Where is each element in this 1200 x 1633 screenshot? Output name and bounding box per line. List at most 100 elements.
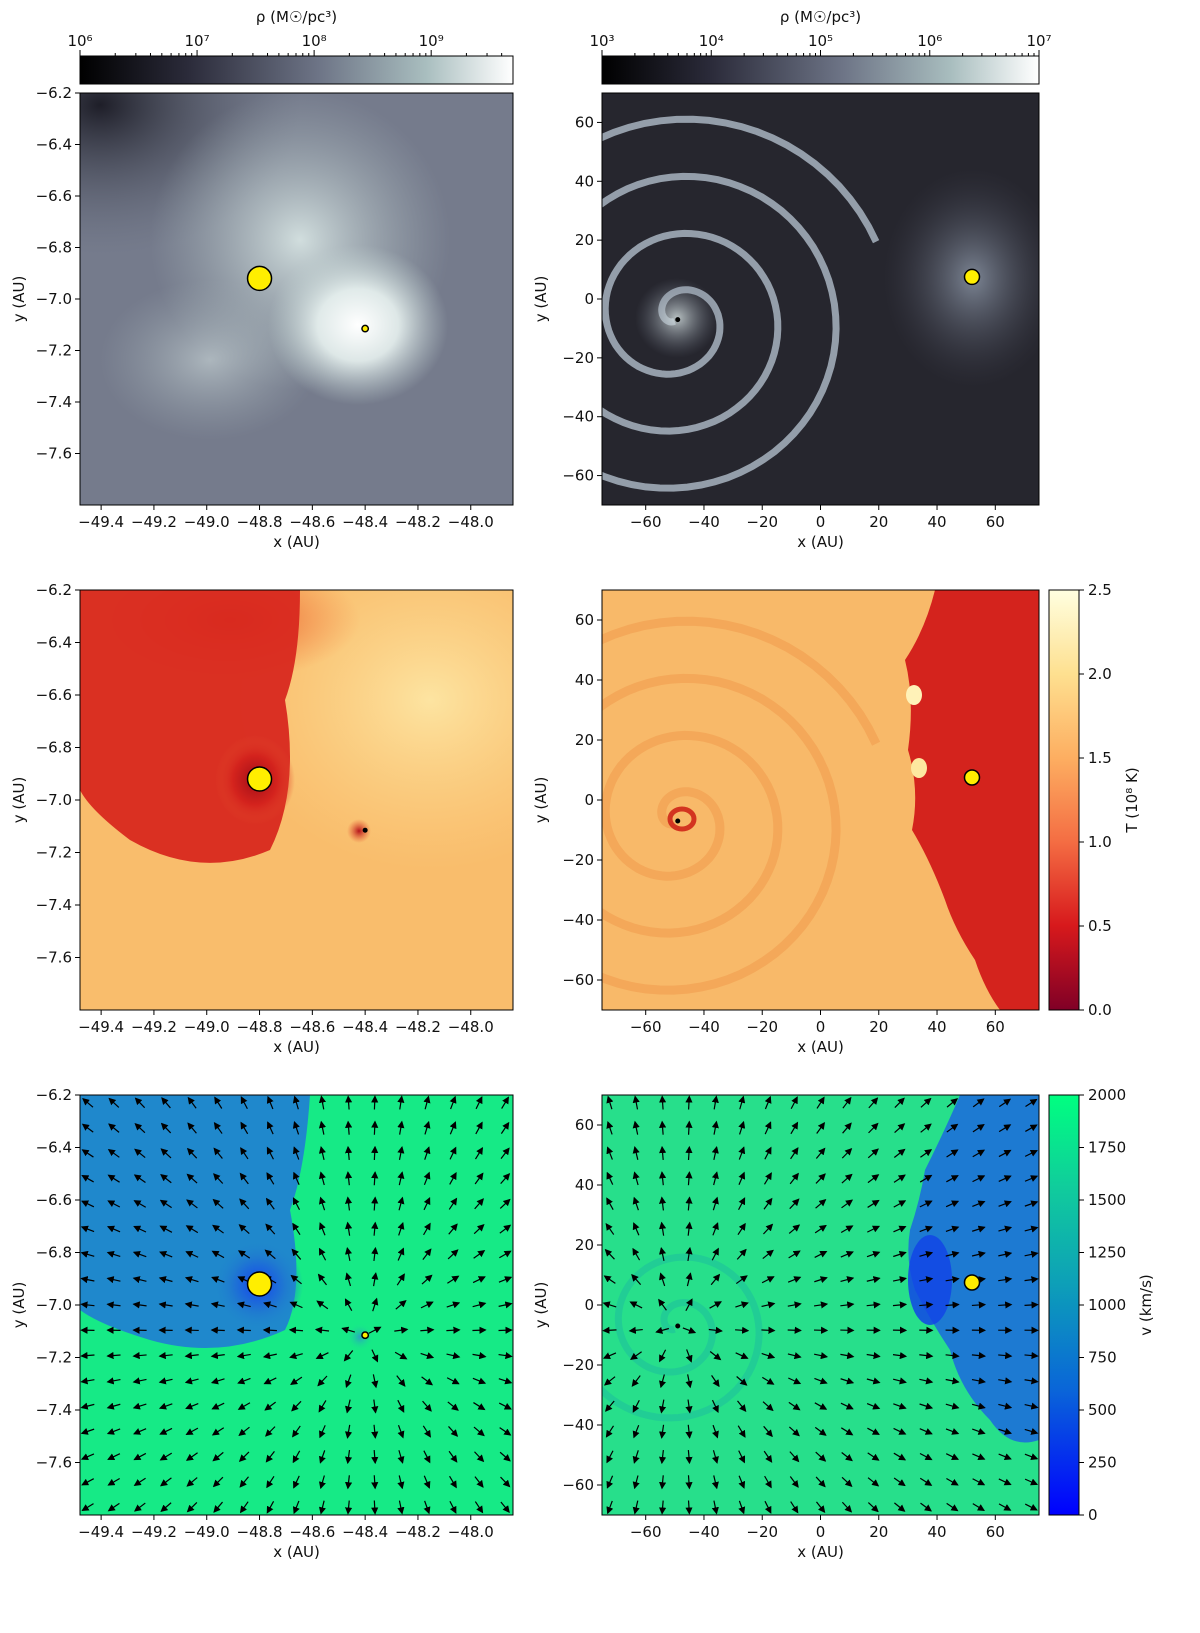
velocity-arrow — [1025, 1305, 1038, 1306]
y-tick-label: −6.2 — [36, 1086, 72, 1104]
colorbar-tick-label: 10⁷ — [185, 32, 210, 50]
slow-core — [908, 1235, 952, 1325]
velocity-arrow — [689, 1501, 690, 1514]
y-tick-label: 20 — [575, 731, 594, 749]
colorbar-tick-label: 10³ — [589, 32, 614, 50]
colorbar-tick-label: 250 — [1088, 1454, 1117, 1472]
colorbar-tick-label: 2000 — [1088, 1086, 1126, 1104]
velocity-arrow — [374, 1475, 375, 1488]
y-tick-label: −6.4 — [36, 634, 72, 652]
colorbar-tick-label: 1500 — [1088, 1191, 1126, 1209]
x-tick-label: −48.6 — [289, 1018, 335, 1036]
colorbar-tick-label: 1750 — [1088, 1139, 1126, 1157]
colorbar-tick-label: 500 — [1088, 1401, 1117, 1419]
x-tick-label: −40 — [688, 1523, 720, 1541]
x-tick-label: −48.8 — [237, 513, 283, 531]
colorbar-tick-label: 10⁴ — [699, 32, 724, 50]
colorbar-label: v (km/s) — [1137, 1274, 1155, 1336]
x-axis-label: x (AU) — [273, 1543, 320, 1561]
velocity-arrow — [604, 1330, 617, 1331]
warm-region — [230, 530, 630, 870]
x-tick-label: −48.8 — [237, 1523, 283, 1541]
x-tick-label: 60 — [986, 1018, 1005, 1036]
x-tick-label: −60 — [630, 1523, 662, 1541]
x-tick-label: −20 — [746, 1523, 778, 1541]
y-tick-label: −20 — [562, 1356, 594, 1374]
velocity-arrow — [374, 1172, 375, 1185]
star-large-marker — [964, 269, 979, 284]
velocity-arrow — [998, 1305, 1011, 1306]
y-tick-label: −6.2 — [36, 84, 72, 102]
y-tick-label: −7.4 — [36, 1401, 72, 1419]
colorbar-tick-label: 10⁵ — [808, 32, 833, 50]
y-tick-label: −40 — [562, 911, 594, 929]
x-tick-label: 0 — [816, 513, 826, 531]
velocity-arrow — [761, 1330, 774, 1331]
star-small-marker — [676, 819, 680, 823]
panel-temperature-wide — [489, 590, 1039, 1010]
colorbar-tick-label: 10⁶ — [917, 32, 942, 50]
colorbar-tick-label: 1000 — [1088, 1296, 1126, 1314]
y-tick-label: −7.6 — [36, 445, 72, 463]
colorbar-label: ρ (M☉/pc³) — [256, 8, 337, 26]
y-tick-label: 60 — [575, 113, 594, 131]
x-tick-label: −49.0 — [184, 1018, 230, 1036]
y-tick-label: −7.4 — [36, 393, 72, 411]
y-tick-label: −6.6 — [36, 187, 72, 205]
velocity-arrow — [689, 1097, 690, 1110]
x-axis-label: x (AU) — [273, 1038, 320, 1056]
y-tick-label: −7.2 — [36, 1349, 72, 1367]
colorbar-tick-label: 1.5 — [1088, 749, 1112, 767]
velocity-arrow — [374, 1147, 375, 1160]
y-axis-label: y (AU) — [532, 777, 550, 824]
star-small-marker — [676, 318, 680, 322]
y-axis-label: y (AU) — [10, 777, 28, 824]
y-tick-label: −6.8 — [36, 239, 72, 257]
y-tick-label: −6.2 — [36, 581, 72, 599]
velocity-arrow — [689, 1122, 690, 1135]
x-tick-label: 40 — [927, 513, 946, 531]
velocity-arrow — [264, 1330, 277, 1331]
x-tick-label: −49.4 — [78, 513, 124, 531]
colorbar-tick-label: 2.0 — [1088, 665, 1112, 683]
colorbar — [1049, 1095, 1079, 1515]
panel-velocity-wide — [571, 1095, 1039, 1515]
star-large-marker — [964, 770, 979, 785]
y-tick-label: −7.0 — [36, 1296, 72, 1314]
density-peak — [268, 245, 448, 405]
x-tick-label: −49.2 — [131, 513, 177, 531]
x-tick-label: −48.2 — [395, 1523, 441, 1541]
x-tick-label: −49.2 — [131, 1523, 177, 1541]
hot-blob — [906, 685, 922, 705]
star-small-marker — [362, 1332, 368, 1338]
velocity-arrow — [472, 1330, 485, 1331]
y-tick-label: 0 — [584, 1296, 594, 1314]
colorbar-label: T (10⁸ K) — [1123, 767, 1141, 833]
velocity-arrow — [374, 1097, 375, 1110]
y-tick-label: −6.4 — [36, 1139, 72, 1157]
y-tick-label: 20 — [575, 231, 594, 249]
x-tick-label: −40 — [688, 513, 720, 531]
x-tick-label: −60 — [630, 513, 662, 531]
y-tick-label: −20 — [562, 851, 594, 869]
x-tick-label: −49.0 — [184, 513, 230, 531]
slow-core — [346, 1323, 374, 1351]
star-large-marker — [964, 1275, 979, 1290]
x-tick-label: 20 — [869, 513, 888, 531]
y-tick-label: −6.6 — [36, 686, 72, 704]
star-large-marker — [248, 767, 272, 791]
star-large-marker — [248, 266, 272, 290]
y-tick-label: 40 — [575, 671, 594, 689]
x-tick-label: −20 — [746, 513, 778, 531]
y-tick-label: −40 — [562, 1416, 594, 1434]
colorbar-tick-label: 2.5 — [1088, 581, 1112, 599]
y-tick-label: 60 — [575, 1116, 594, 1134]
x-tick-label: 40 — [927, 1523, 946, 1541]
x-tick-label: 0 — [816, 1523, 826, 1541]
x-tick-label: 20 — [869, 1018, 888, 1036]
y-axis-label: y (AU) — [532, 1282, 550, 1329]
x-tick-label: −48.4 — [342, 1018, 388, 1036]
velocity-arrow — [374, 1501, 375, 1514]
velocity-arrow — [238, 1330, 251, 1331]
